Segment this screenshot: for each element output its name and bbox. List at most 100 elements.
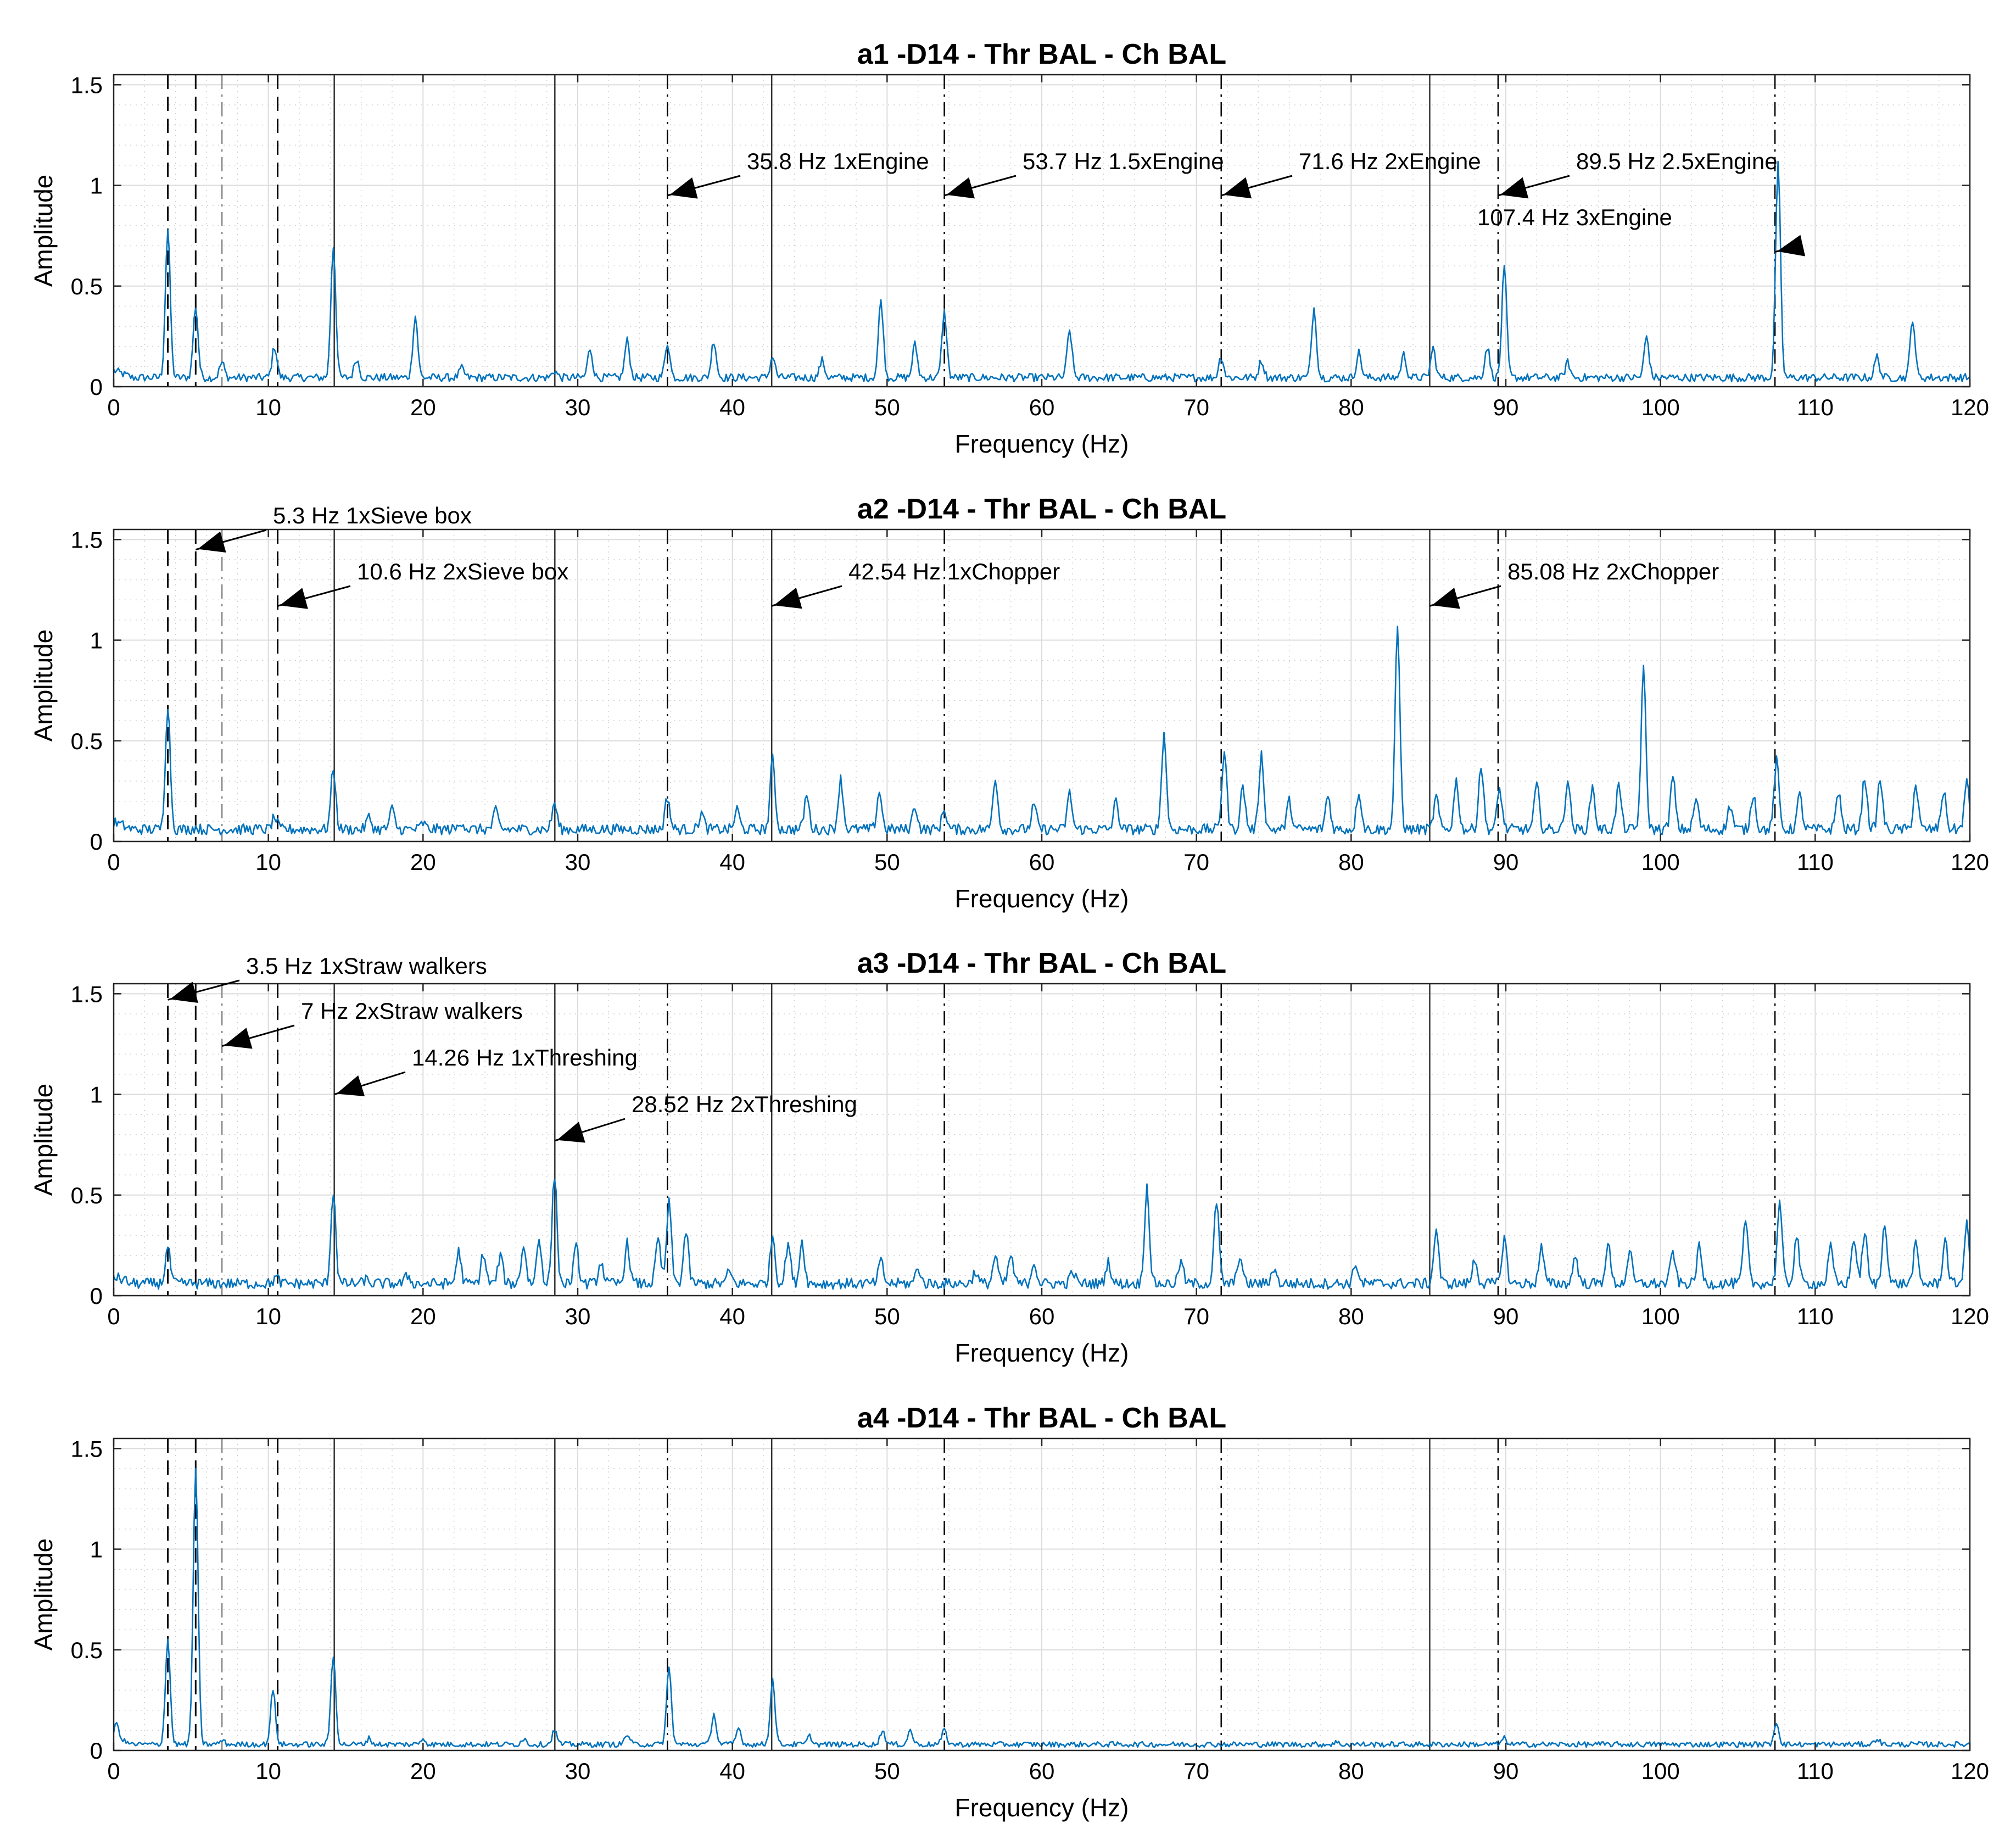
x-tick-label: 120 — [1951, 1303, 1989, 1329]
y-axis-label: Amplitude — [29, 629, 58, 742]
panel-4: 0 10 20 30 40 50 60 70 80 90 100 110 120 0 0.5 1 1.5 Freq… — [29, 1402, 1989, 1822]
annotation-arrow — [667, 175, 741, 199]
x-tick-label: 50 — [874, 394, 900, 420]
major-grid — [113, 984, 1970, 1296]
annotation: 71.6 Hz 2xEngine — [1221, 148, 1481, 199]
annotation: 10.6 Hz 2xSieve box — [277, 559, 568, 609]
x-tick-label: 20 — [410, 849, 436, 875]
panel-title: a1 -D14 - Thr BAL - Ch BAL — [857, 38, 1226, 70]
x-tick-label: 90 — [1493, 394, 1519, 420]
x-tick-label: 70 — [1183, 1303, 1209, 1329]
annotation-arrow — [771, 585, 842, 609]
x-tick-label: 40 — [719, 849, 745, 875]
spectrum-line — [113, 1178, 1971, 1290]
annotation-label: 71.6 Hz 2xEngine — [1299, 148, 1481, 174]
x-tick-label: 30 — [565, 1303, 591, 1329]
x-tick-label: 90 — [1493, 849, 1519, 875]
annotation-arrow — [1498, 175, 1570, 199]
x-tick-label: 0 — [107, 849, 120, 875]
reference-lines — [167, 984, 1776, 1296]
x-axis-label: Frequency (Hz) — [955, 1793, 1129, 1822]
x-tick-label: 80 — [1338, 1758, 1364, 1784]
x-ticks: 0 10 20 30 40 50 60 70 80 90 100 110 120 — [107, 984, 1989, 1329]
annotation-arrow — [221, 1024, 295, 1049]
x-tick-label: 120 — [1951, 849, 1989, 875]
y-ticks: 0 0.5 1 1.5 — [71, 1436, 1970, 1764]
y-axis-label: Amplitude — [29, 1084, 58, 1196]
y-tick-label: 1 — [90, 628, 103, 654]
x-tick-label: 50 — [874, 1758, 900, 1784]
x-tick-label: 60 — [1029, 394, 1055, 420]
x-tick-label: 40 — [719, 394, 745, 420]
x-tick-label: 10 — [255, 394, 281, 420]
reference-lines — [167, 529, 1776, 841]
annotation: 85.08 Hz 2xChopper — [1429, 559, 1719, 609]
x-tick-label: 100 — [1641, 849, 1680, 875]
x-tick-label: 20 — [410, 394, 436, 420]
annotation-label: 42.54 Hz 1xChopper — [848, 559, 1060, 584]
y-tick-label: 0 — [90, 1738, 103, 1764]
x-tick-label: 0 — [107, 1758, 120, 1784]
x-tick-label: 80 — [1338, 394, 1364, 420]
major-grid — [113, 1438, 1970, 1751]
x-tick-label: 10 — [255, 1303, 281, 1329]
annotation-label: 5.3 Hz 1xSieve box — [273, 503, 472, 528]
y-tick-label: 1 — [90, 1537, 103, 1563]
x-tick-label: 100 — [1641, 1758, 1680, 1784]
panel-3: 0 10 20 30 40 50 60 70 80 90 100 110 120 0 0.5 1 1.5 Freq… — [29, 947, 1989, 1367]
annotation-arrow — [195, 529, 267, 553]
x-ticks: 0 10 20 30 40 50 60 70 80 90 100 110 120 — [107, 529, 1989, 875]
x-tick-label: 100 — [1641, 394, 1680, 420]
annotation-arrow — [1774, 235, 1806, 256]
spectrum-line — [113, 626, 1971, 836]
y-tick-label: 0 — [90, 829, 103, 855]
x-tick-label: 20 — [410, 1303, 436, 1329]
x-tick-label: 90 — [1493, 1303, 1519, 1329]
panel-1: 0 10 20 30 40 50 60 70 80 90 100 110 120 0 0.5 1 1.5 Freq… — [29, 38, 1989, 458]
x-tick-label: 80 — [1338, 849, 1364, 875]
x-tick-label: 20 — [410, 1758, 436, 1784]
x-tick-label: 50 — [874, 849, 900, 875]
annotation: 28.52 Hz 2xThreshing — [554, 1091, 857, 1143]
annotation-label: 3.5 Hz 1xStraw walkers — [246, 953, 487, 979]
x-tick-label: 40 — [719, 1303, 745, 1329]
x-tick-label: 30 — [565, 849, 591, 875]
x-tick-label: 110 — [1797, 1758, 1834, 1784]
x-tick-label: 110 — [1797, 849, 1834, 875]
annotation: 107.4 Hz 3xEngine — [1477, 204, 1806, 256]
x-tick-label: 80 — [1338, 1303, 1364, 1329]
x-ticks: 0 10 20 30 40 50 60 70 80 90 100 110 120 — [107, 1438, 1989, 1784]
x-axis-label: Frequency (Hz) — [955, 884, 1129, 913]
annotation-arrow — [554, 1118, 626, 1143]
y-tick-label: 1 — [90, 173, 103, 199]
annotation: 5.3 Hz 1xSieve box — [195, 503, 472, 553]
annotation-label: 10.6 Hz 2xSieve box — [357, 559, 568, 584]
annotation: 14.26 Hz 1xThreshing — [334, 1045, 638, 1097]
x-tick-label: 60 — [1029, 1758, 1055, 1784]
x-tick-label: 120 — [1951, 1758, 1989, 1784]
annotation: 3.5 Hz 1xStraw walkers — [167, 953, 487, 1003]
spectrum-line — [113, 160, 1970, 383]
annotation-arrow — [167, 979, 240, 1003]
annotation-label: 35.8 Hz 1xEngine — [747, 148, 929, 174]
panel-title: a4 -D14 - Thr BAL - Ch BAL — [857, 1402, 1226, 1434]
annotation: 42.54 Hz 1xChopper — [771, 559, 1060, 609]
x-axis-label: Frequency (Hz) — [955, 430, 1129, 458]
y-ticks: 0 0.5 1 1.5 — [71, 527, 1970, 855]
x-ticks: 0 10 20 30 40 50 60 70 80 90 100 110 120 — [107, 75, 1989, 420]
y-tick-label: 1.5 — [71, 1436, 103, 1462]
y-tick-label: 1.5 — [71, 72, 103, 98]
x-tick-label: 30 — [565, 394, 591, 420]
reference-lines — [167, 1438, 1776, 1750]
annotation: 35.8 Hz 1xEngine — [667, 148, 929, 199]
x-tick-label: 70 — [1183, 394, 1209, 420]
x-tick-label: 60 — [1029, 849, 1055, 875]
annotation-arrow — [277, 585, 351, 609]
y-tick-label: 1 — [90, 1082, 103, 1108]
annotation-label: 28.52 Hz 2xThreshing — [632, 1091, 857, 1117]
y-tick-label: 0.5 — [71, 274, 103, 299]
x-tick-label: 60 — [1029, 1303, 1055, 1329]
y-tick-label: 0 — [90, 1283, 103, 1309]
x-tick-label: 50 — [874, 1303, 900, 1329]
